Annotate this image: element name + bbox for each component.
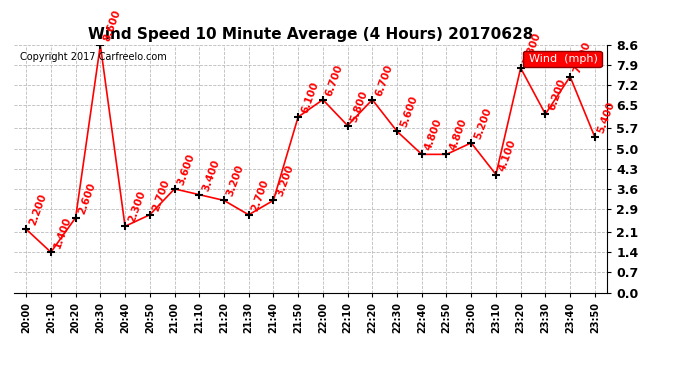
Legend: Wind  (mph): Wind (mph) xyxy=(523,51,602,67)
Text: 5.400: 5.400 xyxy=(596,100,617,135)
Text: 7.800: 7.800 xyxy=(522,31,542,66)
Text: 3.200: 3.200 xyxy=(225,164,246,198)
Text: 2.300: 2.300 xyxy=(126,190,147,224)
Text: 7.500: 7.500 xyxy=(571,40,592,74)
Text: 3.400: 3.400 xyxy=(201,158,221,192)
Text: 3.200: 3.200 xyxy=(275,164,295,198)
Text: 6.200: 6.200 xyxy=(546,77,567,112)
Text: 2.200: 2.200 xyxy=(28,192,48,227)
Text: 2.700: 2.700 xyxy=(151,178,172,213)
Text: 4.800: 4.800 xyxy=(423,117,444,152)
Text: 6.100: 6.100 xyxy=(299,80,320,115)
Text: 5.800: 5.800 xyxy=(349,89,370,123)
Text: 4.800: 4.800 xyxy=(448,117,469,152)
Text: Copyright 2017 Carfreelo.com: Copyright 2017 Carfreelo.com xyxy=(20,53,166,62)
Text: 3.600: 3.600 xyxy=(176,152,197,187)
Text: 2.700: 2.700 xyxy=(250,178,270,213)
Text: 6.700: 6.700 xyxy=(324,63,345,98)
Text: 2.600: 2.600 xyxy=(77,181,97,215)
Text: 8.600: 8.600 xyxy=(101,8,122,43)
Text: 5.200: 5.200 xyxy=(473,106,493,141)
Text: 1.400: 1.400 xyxy=(52,215,73,250)
Text: 5.600: 5.600 xyxy=(398,94,419,129)
Title: Wind Speed 10 Minute Average (4 Hours) 20170628: Wind Speed 10 Minute Average (4 Hours) 2… xyxy=(88,27,533,42)
Text: 4.100: 4.100 xyxy=(497,138,518,172)
Text: 6.700: 6.700 xyxy=(373,63,394,98)
